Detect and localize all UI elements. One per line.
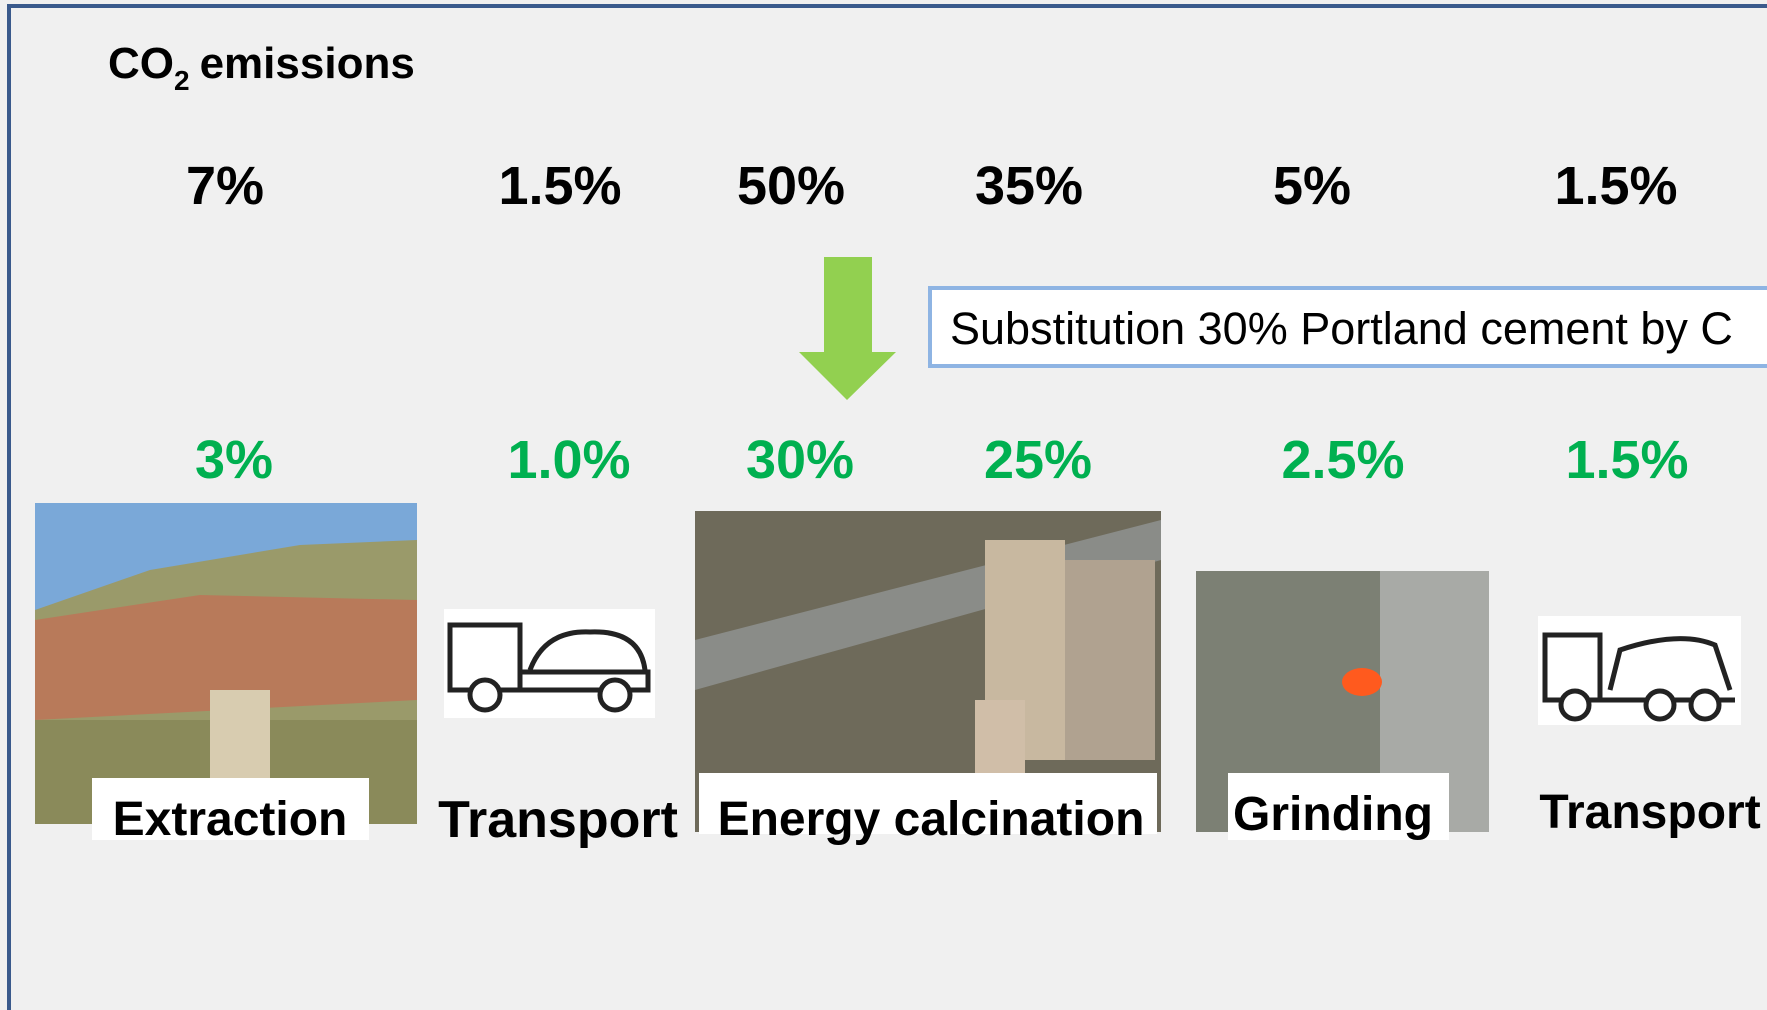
- pct: 1.5%: [498, 156, 621, 216]
- pct: 25%: [984, 430, 1092, 490]
- truck-icon: [444, 609, 655, 718]
- stage-label: Extraction: [113, 793, 348, 846]
- pct: 7%: [186, 156, 264, 216]
- pct: 5%: [1273, 156, 1351, 216]
- pct: 35%: [975, 156, 1083, 216]
- slide: CO2emissions 7% 1.5% 50% 35% 5% 1.5% Sub…: [0, 0, 1767, 1010]
- pct: 50%: [737, 156, 845, 216]
- callout-text: Substitution 30% Portland cement by C: [950, 303, 1733, 354]
- pct: 3%: [195, 430, 273, 490]
- stage-label: Energy calcination: [718, 793, 1145, 846]
- pct: 1.5%: [1554, 156, 1677, 216]
- quarry-photo: [35, 503, 417, 824]
- pct: 2.5%: [1281, 430, 1404, 490]
- stage-label: Transport: [438, 791, 678, 849]
- pct: 30%: [746, 430, 854, 490]
- page: CO2emissions 7% 1.5% 50% 35% 5% 1.5% Sub…: [0, 0, 1767, 1010]
- pct: 1.5%: [1565, 430, 1688, 490]
- stage-label: Grinding: [1233, 788, 1433, 841]
- stage-label: Transport: [1539, 786, 1760, 839]
- pct: 1.0%: [507, 430, 630, 490]
- mixer-truck-icon: [1538, 616, 1741, 725]
